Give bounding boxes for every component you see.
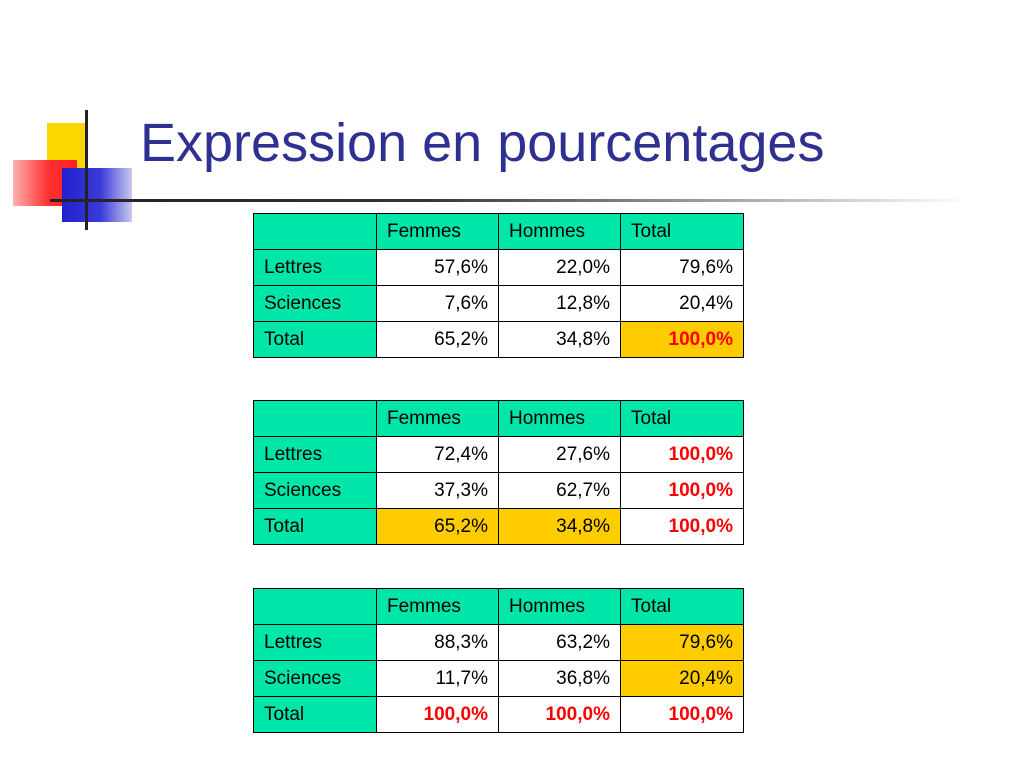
row-label: Sciences [253, 472, 377, 509]
header-cell-femmes: Femmes [376, 588, 499, 625]
table-cell: 100,0% [498, 696, 621, 733]
table-cell: 36,8% [498, 660, 621, 697]
header-cell-hommes: Hommes [498, 588, 621, 625]
table-row: Total 65,2% 34,8% 100,0% [253, 508, 744, 545]
table-cell: 100,0% [620, 696, 744, 733]
row-label: Sciences [253, 285, 377, 322]
header-corner-cell [253, 400, 377, 437]
row-label: Total [253, 696, 377, 733]
row-label: Lettres [253, 624, 377, 661]
table-cell: 65,2% [376, 508, 499, 545]
table-header-row: Femmes Hommes Total [253, 400, 744, 437]
row-label: Total [253, 321, 377, 358]
vertical-rule-decoration [85, 110, 88, 230]
header-cell-hommes: Hommes [498, 400, 621, 437]
table-header-row: Femmes Hommes Total [253, 588, 744, 625]
table-cell: 100,0% [620, 508, 744, 545]
table-cell: 12,8% [498, 285, 621, 322]
table-cell: 20,4% [620, 660, 744, 697]
slide-title: Expression en pourcentages [140, 113, 825, 173]
table-row: Sciences 11,7% 36,8% 20,4% [253, 660, 744, 697]
table-row: Sciences 37,3% 62,7% 100,0% [253, 472, 744, 509]
table-cell: 100,0% [620, 321, 744, 358]
table-row: Sciences 7,6% 12,8% 20,4% [253, 285, 744, 322]
table-row: Lettres 88,3% 63,2% 79,6% [253, 624, 744, 661]
header-cell-total: Total [620, 588, 744, 625]
header-cell-hommes: Hommes [498, 213, 621, 250]
table-cell: 27,6% [498, 436, 621, 473]
table-cell: 34,8% [498, 508, 621, 545]
table-row: Lettres 72,4% 27,6% 100,0% [253, 436, 744, 473]
percentage-table-overall: Femmes Hommes Total Lettres 57,6% 22,0% … [253, 213, 744, 358]
table-cell: 37,3% [376, 472, 499, 509]
slide-logo-decoration [0, 0, 150, 240]
header-cell-femmes: Femmes [376, 213, 499, 250]
table-cell: 20,4% [620, 285, 744, 322]
table-cell: 79,6% [620, 249, 744, 286]
table-cell: 79,6% [620, 624, 744, 661]
table-cell: 7,6% [376, 285, 499, 322]
header-cell-total: Total [620, 213, 744, 250]
table-row: Total 100,0% 100,0% 100,0% [253, 696, 744, 733]
table-cell: 57,6% [376, 249, 499, 286]
table-cell: 62,7% [498, 472, 621, 509]
header-corner-cell [253, 588, 377, 625]
table-cell: 88,3% [376, 624, 499, 661]
header-cell-femmes: Femmes [376, 400, 499, 437]
row-label: Sciences [253, 660, 377, 697]
table-cell: 63,2% [498, 624, 621, 661]
header-corner-cell [253, 213, 377, 250]
table-cell: 65,2% [376, 321, 499, 358]
table-cell: 100,0% [376, 696, 499, 733]
percentage-table-by-column: Femmes Hommes Total Lettres 88,3% 63,2% … [253, 588, 744, 733]
table-header-row: Femmes Hommes Total [253, 213, 744, 250]
table-row: Total 65,2% 34,8% 100,0% [253, 321, 744, 358]
title-underline-rule [50, 199, 970, 202]
row-label: Total [253, 508, 377, 545]
row-label: Lettres [253, 249, 377, 286]
blue-square-decoration [62, 168, 132, 222]
table-cell: 11,7% [376, 660, 499, 697]
percentage-table-by-row: Femmes Hommes Total Lettres 72,4% 27,6% … [253, 400, 744, 545]
table-cell: 100,0% [620, 472, 744, 509]
table-cell: 72,4% [376, 436, 499, 473]
table-cell: 100,0% [620, 436, 744, 473]
row-label: Lettres [253, 436, 377, 473]
header-cell-total: Total [620, 400, 744, 437]
table-row: Lettres 57,6% 22,0% 79,6% [253, 249, 744, 286]
table-cell: 22,0% [498, 249, 621, 286]
table-cell: 34,8% [498, 321, 621, 358]
